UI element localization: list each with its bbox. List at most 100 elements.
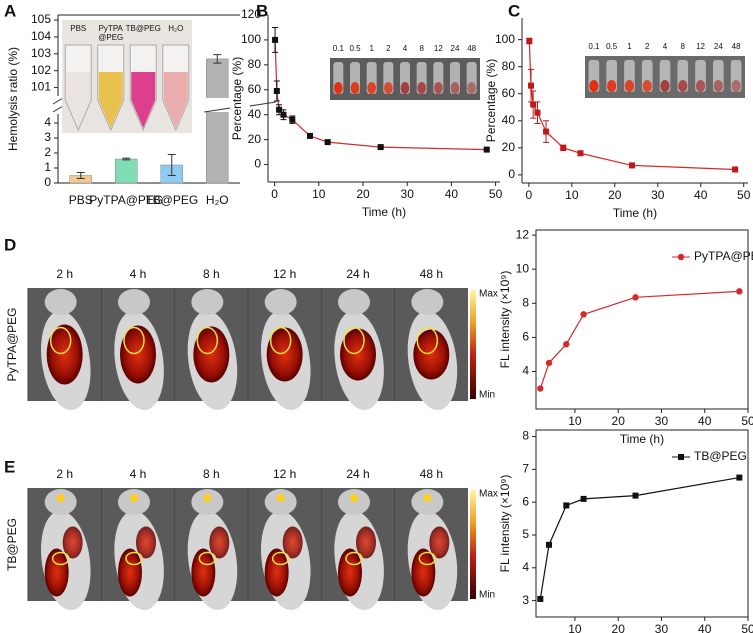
marker (543, 128, 550, 135)
y-tick-label: 80 (248, 57, 262, 71)
y-tick-label: 100 (495, 32, 515, 46)
time-label: 4 h (130, 467, 147, 481)
inset-label: PBS (70, 24, 86, 33)
x-tick-label: 50 (737, 188, 751, 202)
x-tick-label: 10 (568, 414, 582, 428)
y-tick-label: 8 (522, 429, 529, 443)
inset-label: TB@PEG (126, 24, 161, 33)
time-label: 12 h (273, 467, 296, 481)
marker (563, 341, 570, 348)
inset-label: 2 (645, 42, 650, 51)
time-label: 48 h (420, 467, 443, 481)
time-label: 48 h (420, 267, 443, 281)
x-tick-label: PBS (69, 193, 93, 207)
tube-signal (589, 80, 599, 92)
tube-content (131, 72, 156, 128)
y-axis-label: FL intensity (×10⁹) (498, 271, 512, 369)
marker (560, 144, 567, 151)
legend-marker (677, 253, 685, 261)
marker (732, 166, 739, 173)
axis-break (52, 97, 276, 113)
x-tick-label: 20 (608, 188, 622, 202)
y-tick-label: 8 (522, 295, 529, 309)
marker (563, 502, 570, 509)
y-tick-label: 60 (502, 86, 516, 100)
y-tick-label: 80 (502, 59, 516, 73)
fluorescence (282, 526, 303, 559)
y-axis-label: Percentage (%) (484, 59, 498, 142)
tube-signal (642, 80, 652, 92)
inset-label: 0.1 (588, 42, 600, 51)
x-tick-label: 10 (568, 622, 582, 633)
roi (269, 326, 292, 355)
time-label: 2 h (56, 267, 73, 281)
x-tick-label: 20 (612, 414, 626, 428)
mouse-head (44, 289, 77, 315)
mouse-head (191, 289, 224, 315)
x-axis-label: Time (h) (620, 432, 664, 446)
time-label: 4 h (130, 267, 147, 281)
fluorescence (118, 548, 142, 597)
fluorescence (193, 326, 230, 383)
y-tick-label: 0 (508, 167, 515, 181)
marker (632, 294, 639, 301)
x-tick-label: 20 (612, 622, 626, 633)
marker (306, 132, 313, 139)
inset-label: @PEG (98, 33, 123, 42)
data-line (539, 290, 740, 389)
colorbar (470, 290, 476, 399)
y-tick-label: 2 (44, 145, 51, 159)
inset-label: 0.5 (349, 44, 361, 53)
marker (273, 88, 280, 95)
tube-signal (450, 82, 460, 94)
marker (276, 106, 283, 113)
panel-label: A (4, 1, 16, 20)
y-tick-label: 6 (522, 330, 529, 344)
marker (537, 595, 544, 602)
error-bar (167, 154, 176, 176)
roi (196, 326, 219, 355)
inset-label: 24 (714, 42, 723, 51)
tube-content (98, 72, 123, 128)
time-label: 2 h (56, 467, 73, 481)
error-bar (122, 157, 131, 161)
y-tick-label: 3 (522, 593, 529, 607)
roi (125, 551, 143, 566)
tube-signal (367, 82, 376, 94)
inset-label: 1 (627, 42, 632, 51)
y-tick-label: 7 (522, 462, 529, 476)
y-tick-label: 40 (248, 107, 262, 121)
panel-label: B (256, 1, 268, 20)
y-axis-label: FL intensity (×10⁹) (498, 475, 512, 573)
time-label: 8 h (203, 267, 220, 281)
x-tick-label: H₂O (206, 193, 229, 207)
y-tick-label: 103 (31, 46, 51, 60)
tube (466, 62, 477, 94)
tube-signal (350, 82, 360, 94)
y-tick-label: 120 (241, 7, 261, 21)
y-tick-label: 1 (44, 160, 51, 174)
bar (115, 158, 138, 184)
data-line (539, 476, 740, 600)
fluorescence (44, 548, 69, 597)
inset-label: 1 (369, 44, 374, 53)
tube-signal (400, 82, 410, 94)
fluorescence (62, 526, 83, 559)
marker (545, 359, 553, 367)
marker (545, 541, 552, 548)
y-tick-label: 3 (44, 130, 51, 144)
x-tick-label: 50 (741, 414, 753, 428)
tube-signal (467, 82, 476, 94)
y-tick-label: 20 (502, 140, 516, 154)
tube-signal (695, 80, 706, 92)
marker (483, 146, 490, 153)
marker (289, 116, 296, 123)
error-bar (76, 172, 85, 179)
y-tick-label: 4 (522, 364, 529, 378)
colorbar-min: Min (479, 590, 495, 601)
tube-content (163, 72, 188, 128)
x-tick-label: 40 (445, 187, 459, 201)
roi (418, 551, 437, 566)
fluorescence-spot (423, 494, 432, 502)
